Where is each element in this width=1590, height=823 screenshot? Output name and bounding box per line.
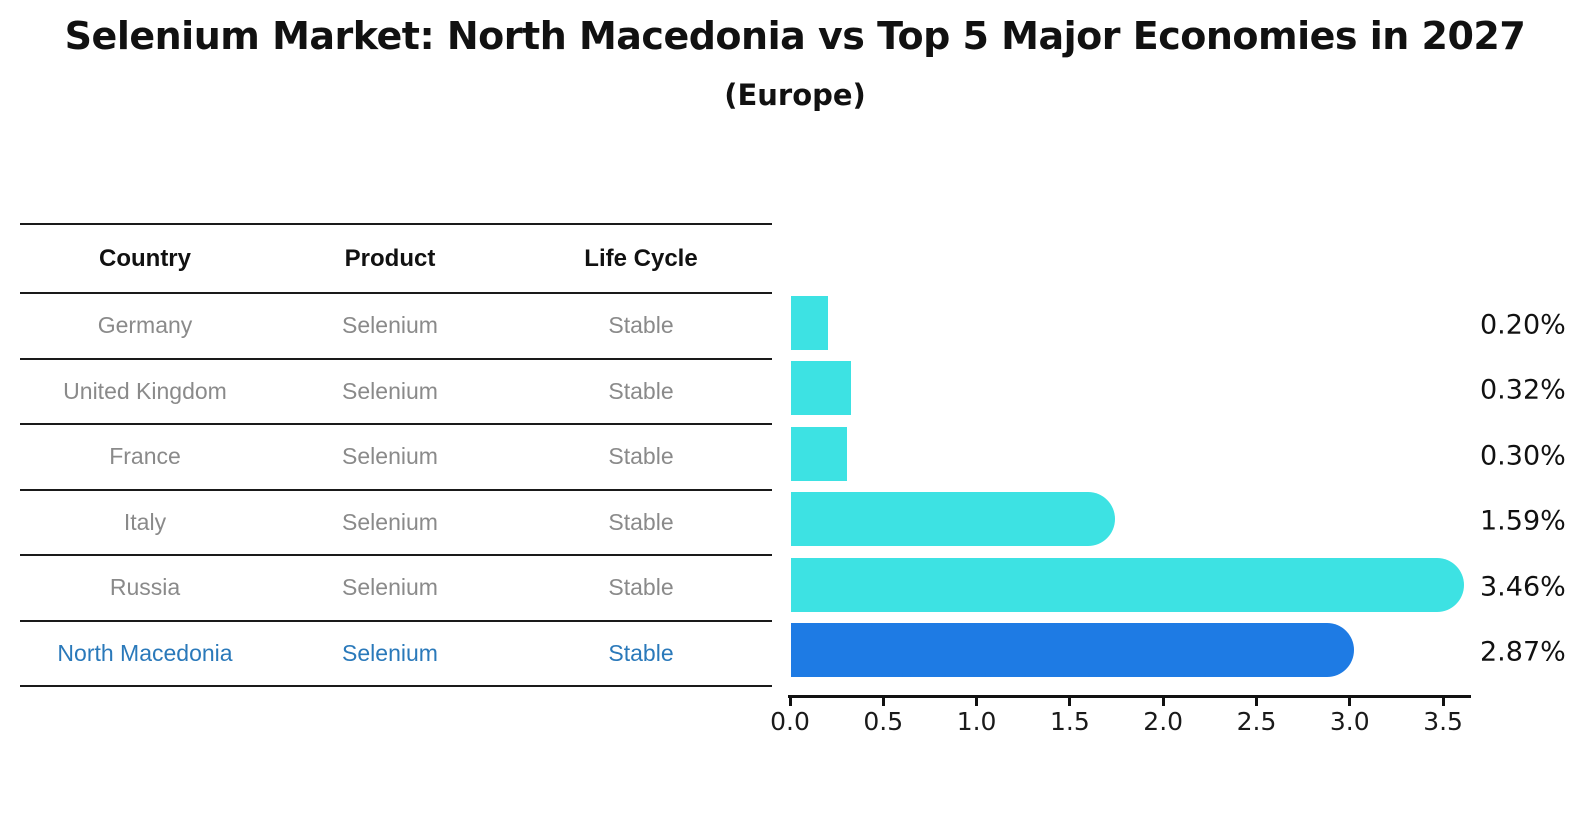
- bar-russia: [791, 557, 1464, 612]
- x-axis-line: [788, 695, 1471, 698]
- cell-lifecycle: Stable: [608, 508, 674, 535]
- cell-lifecycle: Stable: [608, 312, 674, 339]
- cell-country: France: [109, 443, 181, 470]
- cell-lifecycle: Stable: [608, 443, 674, 470]
- bar-italy: [791, 492, 1115, 547]
- x-axis-tick-label: 3.0: [1329, 707, 1370, 736]
- chart-title: Selenium Market: North Macedonia vs Top …: [64, 14, 1526, 58]
- bar-united-kingdom: [791, 361, 851, 416]
- bar-value-label: 1.59%: [1480, 505, 1566, 537]
- cell-country: North Macedonia: [57, 639, 233, 666]
- chart-subtitle: (Europe): [724, 78, 866, 112]
- cell-lifecycle: Stable: [608, 574, 674, 601]
- table-row: France Selenium Stable: [20, 425, 772, 491]
- table-row: Germany Selenium Stable: [20, 294, 772, 360]
- x-axis-tick: [1441, 696, 1445, 706]
- x-axis-tick: [1068, 696, 1072, 706]
- table-header-country: Country: [99, 244, 191, 272]
- table-header-row: Country Product Life Cycle: [20, 223, 772, 294]
- cell-product: Selenium: [342, 443, 438, 470]
- cell-product: Selenium: [342, 639, 438, 666]
- cell-product: Selenium: [342, 377, 438, 404]
- x-axis-tick: [1348, 696, 1352, 706]
- bar-value-label: 2.87%: [1480, 636, 1566, 668]
- x-axis-tick-label: 2.5: [1236, 707, 1277, 736]
- x-axis-tick: [788, 696, 792, 706]
- x-axis-tick: [1255, 696, 1258, 706]
- x-axis-tick-label: 1.0: [956, 707, 997, 736]
- table-row: North Macedonia Selenium Stable: [20, 622, 772, 687]
- cell-country: Germany: [97, 312, 193, 339]
- x-axis-tick: [1161, 696, 1165, 706]
- cell-product: Selenium: [342, 508, 438, 535]
- x-axis-tick-label: 3.5: [1423, 707, 1463, 736]
- bar-value-label: 0.20%: [1480, 309, 1566, 341]
- table-header-product: Product: [344, 244, 436, 272]
- cell-country: Italy: [123, 508, 167, 535]
- table-header-lifecycle: Life Cycle: [584, 244, 698, 272]
- x-axis-tick: [881, 696, 885, 706]
- table-row: Italy Selenium Stable: [20, 491, 772, 556]
- cell-lifecycle: Stable: [608, 377, 674, 404]
- x-axis-tick-label: 0.5: [863, 707, 904, 736]
- table-body: Germany Selenium Stable United Kingdom S…: [20, 294, 772, 687]
- x-axis-tick: [975, 696, 979, 706]
- bar-france: [791, 426, 847, 481]
- bar-north-macedonia: [791, 623, 1354, 678]
- cell-lifecycle: Stable: [608, 639, 674, 666]
- x-axis-tick-label: 2.0: [1143, 707, 1184, 736]
- cell-country: Russia: [109, 574, 181, 601]
- bar-value-label: 0.30%: [1480, 440, 1566, 472]
- bar-value-label: 0.32%: [1480, 374, 1566, 406]
- bar-value-label: 3.46%: [1480, 571, 1566, 603]
- country-table: Country Product Life Cycle Germany Selen…: [20, 223, 772, 687]
- cell-country: United Kingdom: [63, 377, 227, 404]
- cell-product: Selenium: [342, 312, 438, 339]
- x-axis-tick-label: 0.0: [770, 707, 810, 736]
- cell-product: Selenium: [342, 574, 438, 601]
- table-row: Russia Selenium Stable: [20, 556, 772, 622]
- table-row: United Kingdom Selenium Stable: [20, 360, 772, 425]
- bar-germany: [791, 295, 829, 350]
- x-axis-tick-label: 1.5: [1050, 707, 1090, 736]
